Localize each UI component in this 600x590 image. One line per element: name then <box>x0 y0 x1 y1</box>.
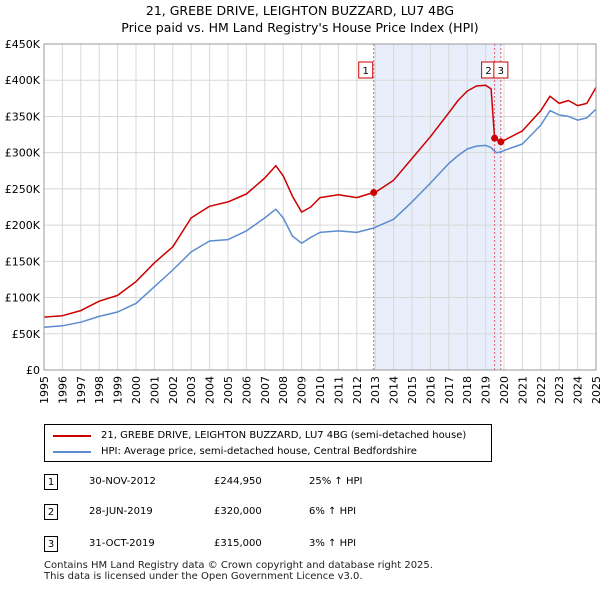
legend-label-property: 21, GREBE DRIVE, LEIGHTON BUZZARD, LU7 4… <box>101 430 467 441</box>
x-tick-label: 2013 <box>369 376 382 404</box>
x-tick-label: 2024 <box>572 376 585 404</box>
x-tick-label: 2008 <box>277 376 290 404</box>
x-tick-label: 2016 <box>424 376 437 404</box>
x-tick-label: 2018 <box>461 376 474 404</box>
x-tick-label: 2014 <box>388 376 401 404</box>
y-tick-label: £250K <box>5 183 41 196</box>
footer-licence: This data is licensed under the Open Gov… <box>44 571 363 582</box>
sale-point <box>497 138 505 146</box>
sale-row: 3 31-OCT-2019 £315,000 3% ↑ HPI <box>44 534 584 554</box>
chart-title: 21, GREBE DRIVE, LEIGHTON BUZZARD, LU7 4… <box>145 3 455 18</box>
sale-number-badge: 2 <box>44 504 58 520</box>
y-tick-label: £100K <box>5 292 41 305</box>
x-tick-label: 2010 <box>314 376 327 404</box>
x-tick-label: 2021 <box>516 376 529 404</box>
shaded-ownership-range <box>373 44 501 370</box>
sale-number-badge: 1 <box>44 474 58 490</box>
x-tick-label: 2015 <box>406 376 419 404</box>
footer: Contains HM Land Registry data © Crown c… <box>44 560 433 582</box>
x-tick-label: 1996 <box>56 376 69 404</box>
x-tick-label: 2023 <box>553 376 566 404</box>
x-tick-label: 2025 <box>590 376 600 404</box>
sale-date: 30-NOV-2012 <box>89 476 156 487</box>
sale-label-text: 3 <box>498 66 504 77</box>
sale-price: £244,950 <box>214 476 262 487</box>
y-tick-label: £300K <box>5 147 41 160</box>
x-tick-label: 2020 <box>498 376 511 404</box>
y-tick-label: £50K <box>12 328 41 341</box>
x-tick-label: 2012 <box>351 376 364 404</box>
x-tick-label: 2006 <box>240 376 253 404</box>
x-tick-label: 2000 <box>130 376 143 404</box>
property-swatch <box>53 435 91 437</box>
sale-label-rect <box>358 61 374 79</box>
sale-date: 31-OCT-2019 <box>89 538 155 549</box>
sale-label-box: 3 <box>493 61 509 79</box>
x-tick-label: 2002 <box>167 376 180 404</box>
sale-label-text: 1 <box>363 66 369 77</box>
sale-label-box: 1 <box>358 61 374 79</box>
sale-hpi-change: 6% ↑ HPI <box>309 506 357 517</box>
x-tick-label: 1995 <box>38 376 51 404</box>
legend-label-hpi: HPI: Average price, semi-detached house,… <box>101 446 417 457</box>
x-tick-label: 2003 <box>185 376 198 404</box>
sale-hpi-change: 25% ↑ HPI <box>309 476 363 487</box>
x-tick-label: 1999 <box>112 376 125 404</box>
sale-point <box>491 134 499 142</box>
x-tick-label: 1998 <box>93 376 106 404</box>
chart-title-block: 21, GREBE DRIVE, LEIGHTON BUZZARD, LU7 4… <box>0 2 600 36</box>
x-tick-label: 2005 <box>222 376 235 404</box>
y-tick-label: £400K <box>5 74 41 87</box>
sale-row: 1 30-NOV-2012 £244,950 25% ↑ HPI <box>44 472 584 492</box>
plot-border <box>43 43 597 371</box>
y-tick-label: £200K <box>5 219 41 232</box>
sale-label-text: 2 <box>485 66 491 77</box>
sale-label-rect <box>493 61 509 79</box>
hpi-swatch <box>53 451 91 453</box>
hpi-series-line <box>43 108 597 329</box>
sale-price: £320,000 <box>214 506 262 517</box>
y-tick-label: £450K <box>5 38 41 51</box>
x-tick-label: 2004 <box>204 376 217 404</box>
x-tick-label: 2001 <box>148 376 161 404</box>
y-tick-label: £0 <box>26 364 40 377</box>
x-tick-label: 2022 <box>535 376 548 404</box>
legend: 21, GREBE DRIVE, LEIGHTON BUZZARD, LU7 4… <box>44 424 492 462</box>
chart-subtitle: Price paid vs. HM Land Registry's House … <box>121 20 479 35</box>
sale-price: £315,000 <box>214 538 262 549</box>
x-tick-label: 1997 <box>75 376 88 404</box>
x-tick-label: 2011 <box>332 376 345 404</box>
y-tick-label: £150K <box>5 255 41 268</box>
sale-date: 28-JUN-2019 <box>89 506 153 517</box>
sale-row: 2 28-JUN-2019 £320,000 6% ↑ HPI <box>44 502 584 522</box>
footer-copyright: Contains HM Land Registry data © Crown c… <box>44 560 433 571</box>
sale-number-badge: 3 <box>44 536 58 552</box>
x-tick-label: 2007 <box>259 376 272 404</box>
x-tick-label: 2009 <box>296 376 309 404</box>
x-tick-label: 2017 <box>443 376 456 404</box>
price-chart: £0 £50K £100K £150K £200K £250K £300K £350K £400… <box>5 38 600 404</box>
sale-hpi-change: 3% ↑ HPI <box>309 538 357 549</box>
y-tick-label: £350K <box>5 110 41 123</box>
sale-point <box>370 189 378 197</box>
x-tick-label: 2019 <box>480 376 493 404</box>
